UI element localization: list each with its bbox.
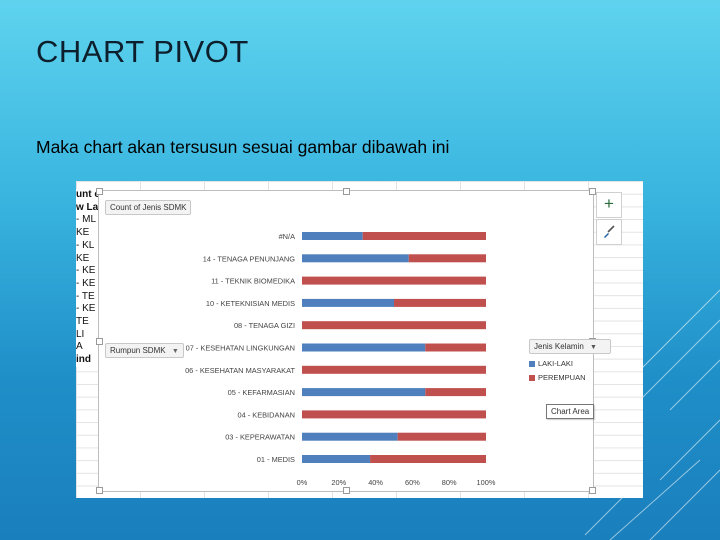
category-label: #N/A xyxy=(279,232,296,241)
chart-styles-button[interactable] xyxy=(596,219,622,245)
x-tick-label: 60% xyxy=(405,478,420,487)
brush-icon xyxy=(604,225,615,238)
stacked-bar-chart: #N/A 14 - TENAGA PENUNJANG 11 - TEKNIK BIO… xyxy=(185,232,496,487)
bar-segment-laki-laki[interactable] xyxy=(302,232,363,240)
worksheet-left-column: unt c w La - ML KE - KL KE - KE - KE - T… xyxy=(76,189,102,367)
cell-fragment: KE xyxy=(76,252,90,264)
bar-segment-perempuan[interactable] xyxy=(370,455,486,463)
cell-fragment: - KE xyxy=(76,265,96,277)
resize-handle[interactable] xyxy=(96,487,103,494)
category-label: 14 - TENAGA PENUNJANG xyxy=(203,254,296,263)
cell-fragment: LI xyxy=(76,328,85,340)
resize-handle[interactable] xyxy=(343,188,350,195)
cell-fragment: - KL xyxy=(76,239,95,251)
resize-handle[interactable] xyxy=(343,487,350,494)
legend: Jenis Kelamin ▼ LAKI-LAKI PEREMPUAN xyxy=(529,339,611,382)
bar-segment-perempuan[interactable] xyxy=(362,232,486,240)
legend-item-laki-laki: LAKI-LAKI xyxy=(529,359,611,368)
axis-field-label: Rumpun SDMK xyxy=(110,346,166,355)
legend-swatch xyxy=(529,375,535,382)
bar-segment-laki-laki[interactable] xyxy=(302,388,426,397)
bar-segment-perempuan[interactable] xyxy=(425,343,486,352)
category-label: 11 - TEKNIK BIOMEDIKA xyxy=(211,277,295,286)
legend-item-perempuan: PEREMPUAN xyxy=(529,373,611,382)
legend-label: LAKI-LAKI xyxy=(538,359,574,368)
value-field-label: Count of Jenis SDMK xyxy=(110,203,187,212)
cell-fragment: - KE xyxy=(76,303,96,315)
category-label: 08 - TENAGA GIZI xyxy=(234,321,295,330)
legend-title: Jenis Kelamin xyxy=(534,342,584,351)
category-label: 10 - KETEKNISIAN MEDIS xyxy=(206,299,295,308)
x-tick-label: 80% xyxy=(442,478,457,487)
category-label: 04 - KEBIDANAN xyxy=(237,410,295,419)
slide-subtitle: Maka chart akan tersusun sesuai gambar d… xyxy=(36,137,450,157)
bar-segment-laki-laki[interactable] xyxy=(302,455,371,463)
bar-segment-perempuan[interactable] xyxy=(302,410,486,419)
legend-label: PEREMPUAN xyxy=(538,373,586,382)
bar-segment-perempuan[interactable] xyxy=(394,298,486,307)
category-label: 05 - KEFARMASIAN xyxy=(228,388,295,397)
resize-handle[interactable] xyxy=(96,338,103,345)
cell-fragment: A xyxy=(76,341,83,353)
chart-area[interactable]: Count of Jenis SDMK Rumpun SDMK ▼ #N/A 14… xyxy=(96,188,611,494)
bar-segment-laki-laki[interactable] xyxy=(302,298,394,307)
plus-icon: + xyxy=(604,194,614,213)
cell-fragment: - TE xyxy=(76,290,95,302)
resize-handle[interactable] xyxy=(589,188,596,195)
category-label: 07 - KESEHATAN LINGKUNGAN xyxy=(186,344,295,353)
dropdown-arrow-icon: ▼ xyxy=(171,348,179,355)
legend-swatch xyxy=(529,361,535,368)
bar-segment-perempuan[interactable] xyxy=(408,254,486,263)
x-tick-label: 0% xyxy=(297,478,308,487)
chart-elements-button[interactable]: + xyxy=(596,192,622,218)
x-tick-label: 40% xyxy=(368,478,383,487)
bar-segment-laki-laki[interactable] xyxy=(302,343,426,352)
cell-fragment: ind xyxy=(76,354,91,366)
bar-segment-perempuan[interactable] xyxy=(302,321,486,330)
bar-segment-perempuan[interactable] xyxy=(302,365,486,374)
bar-segment-laki-laki[interactable] xyxy=(302,254,409,263)
slide-title: CHART PIVOT xyxy=(36,34,249,69)
bar-segment-perempuan[interactable] xyxy=(425,388,486,397)
x-tick-label: 20% xyxy=(331,478,346,487)
filter-icon: ▼ xyxy=(590,344,597,351)
category-label: 03 - KEPERAWATAN xyxy=(225,433,295,442)
bar-segment-perempuan[interactable] xyxy=(397,432,486,441)
category-label: 06 - KESEHATAN MASYARAKAT xyxy=(185,366,295,375)
x-tick-label: 100% xyxy=(477,478,496,487)
bar-segment-perempuan[interactable] xyxy=(302,276,486,285)
cell-fragment: - ML xyxy=(76,214,96,226)
axis-field-button[interactable]: Rumpun SDMK ▼ xyxy=(105,343,184,358)
category-label: 01 - MEDIS xyxy=(257,455,295,464)
chart-area-tooltip: Chart Area xyxy=(546,404,595,419)
value-field-button[interactable]: Count of Jenis SDMK xyxy=(105,200,192,215)
resize-handle[interactable] xyxy=(96,188,103,195)
cell-fragment: KE xyxy=(76,227,90,239)
excel-screenshot: unt c w La - ML KE - KL KE - KE - KE - T… xyxy=(76,181,643,498)
bar-segment-laki-laki[interactable] xyxy=(302,432,398,441)
resize-handle[interactable] xyxy=(589,487,596,494)
cell-fragment: unt c xyxy=(76,189,100,200)
cell-fragment: - KE xyxy=(76,277,96,289)
cell-fragment: TE xyxy=(76,316,89,328)
legend-field-button[interactable]: Jenis Kelamin ▼ xyxy=(529,339,611,354)
cell-fragment: w La xyxy=(76,201,99,213)
